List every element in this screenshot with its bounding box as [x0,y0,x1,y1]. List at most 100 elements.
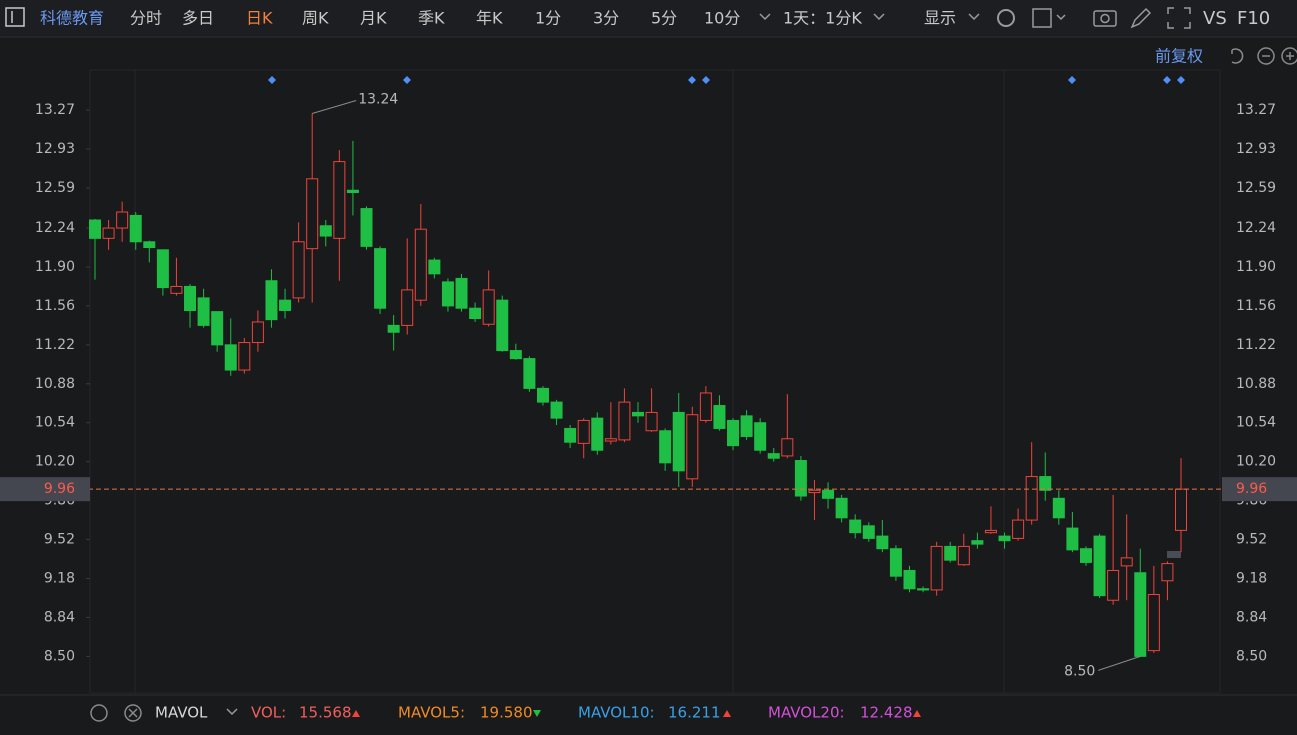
period-tab[interactable]: 分时 [130,9,162,28]
candle-body [957,545,970,566]
candle-body [727,419,740,447]
period-tab[interactable]: 周K [302,9,329,28]
last-price-tag-right [1222,477,1297,502]
color-icon[interactable] [1032,8,1052,28]
more-periods[interactable] [759,13,771,21]
event-marker[interactable] [702,76,710,84]
stock-name[interactable]: 科德教育 [40,9,104,28]
indicator-chevron[interactable] [226,708,238,716]
f10-button[interactable]: F10 [1237,8,1270,29]
adjust-mode[interactable]: 前复权 [1155,47,1203,66]
period-tab[interactable]: 1分 [535,9,561,28]
reset-icon[interactable] [1231,48,1244,64]
period-tab[interactable]: 年K [476,9,503,28]
candle-body [1052,497,1065,519]
candle-body [930,545,943,591]
cursor-marker [1167,551,1181,558]
camera-lens [1100,13,1110,24]
candle-body [713,405,726,429]
annotation-leader [312,100,357,114]
candle-body [876,535,889,550]
last-price-tag [0,477,90,502]
event-marker[interactable] [268,76,276,84]
candle-body [333,161,346,239]
y-tick-label-right: 12.93 [1236,141,1276,157]
color-chevron[interactable] [1056,14,1066,21]
candle-body [618,401,631,441]
y-tick-label-right: 11.90 [1236,259,1276,275]
last-price-label-right: 9.96 [1236,481,1267,497]
candle-body [577,419,590,444]
candle-body [1093,535,1106,597]
period-tab[interactable]: 季K [418,9,445,28]
period-tab[interactable]: 5分 [651,9,677,28]
candle-body [944,545,957,561]
candle-body [428,259,441,275]
candle-body [1012,519,1025,539]
zoom-in[interactable] [1281,47,1297,65]
period-tab[interactable]: 日K [246,9,273,28]
candle-body [862,525,875,539]
candle-body [306,178,319,250]
y-tick-label: 10.88 [35,376,75,392]
trend-down [533,710,541,717]
candle-body [319,225,332,237]
interval-select[interactable]: 1天：1分K [783,9,862,28]
y-tick-label: 9.18 [44,570,75,586]
plot-frame [89,69,1221,694]
draw-icon[interactable] [1130,7,1152,29]
candle-body [822,489,835,499]
candle-body [211,311,224,346]
period-tab[interactable]: 月K [360,9,387,28]
event-marker[interactable] [1068,76,1076,84]
candle-body [224,344,237,371]
camera-icon[interactable] [1093,10,1117,27]
candle-body [889,548,902,577]
low-annotation: 8.50 [1064,663,1095,679]
event-marker[interactable] [688,76,696,84]
candle-body [672,411,685,472]
candle-body [604,438,617,442]
period-tab[interactable]: 10分 [704,9,740,28]
vs-button[interactable]: VS [1203,8,1227,29]
candle-body [102,227,115,239]
candle-body [143,241,156,249]
candle-body [794,460,807,497]
candle-body [292,241,305,299]
period-tab[interactable]: 多日 [182,9,214,28]
event-marker[interactable] [403,76,411,84]
fullscreen-icon[interactable] [1167,7,1191,29]
zoom-out[interactable] [1257,47,1275,65]
candle-body [740,415,753,437]
event-marker[interactable] [1163,76,1171,84]
indicator-settings[interactable] [90,704,108,722]
indicator-value: 19.580 [480,704,533,722]
display-chevron[interactable] [968,13,980,21]
candle-body [564,427,577,443]
y-tick-label: 8.50 [44,648,75,664]
candle-body [346,189,359,194]
interval-chevron[interactable] [873,13,885,21]
display-menu[interactable]: 显示 [924,9,956,28]
candle-body [482,289,495,325]
settings-icon[interactable] [997,9,1015,27]
sidebar-toggle[interactable] [5,7,25,27]
candle-body [374,248,387,309]
candle-body [550,401,563,419]
candle-body [156,249,169,289]
event-marker[interactable] [1177,76,1185,84]
indicator-value: 15.568 [299,704,352,722]
y-tick-label-right: 8.84 [1236,609,1267,625]
y-tick-label-right: 8.50 [1236,648,1267,664]
candle-body [116,211,129,229]
indicator-name[interactable]: MAVOL [155,704,208,722]
candle-body [523,358,536,389]
indicator-close[interactable] [124,704,142,722]
candle-body [197,297,210,326]
candle-body [984,529,997,534]
candle-body [496,299,509,352]
indicator-value: 16.211 [668,704,721,722]
zoom-in-plus [1286,52,1294,60]
period-tab[interactable]: 3分 [593,9,619,28]
